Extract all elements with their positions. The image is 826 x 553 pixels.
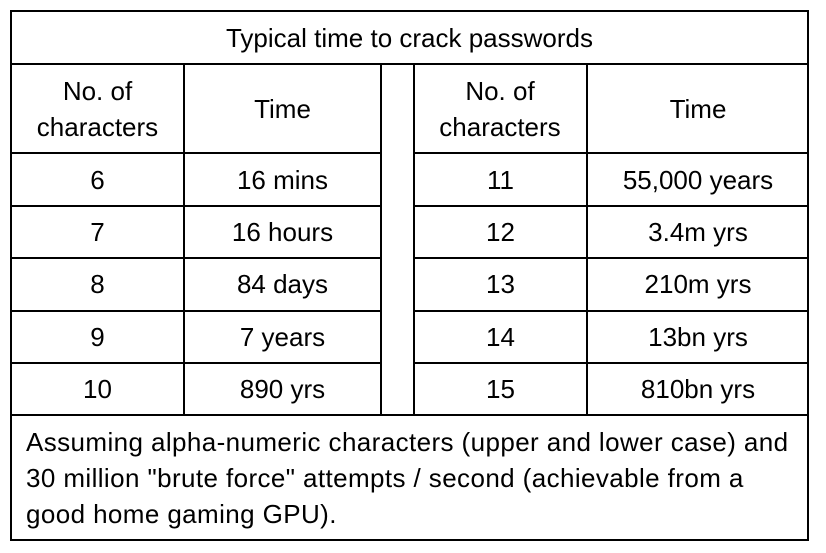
time-cell: 3.4m yrs [648,217,748,247]
time-cell: 13bn yrs [648,322,748,352]
footnote: Assuming alpha-numeric characters (upper… [26,427,789,529]
time-cell: 84 days [236,269,329,299]
chars-cell: 14 [486,322,515,352]
chars-cell: 13 [486,269,515,299]
time-cell: 16 hours [231,217,334,247]
divider [10,63,809,65]
divider [10,362,382,364]
time-cell: 890 yrs [239,374,326,404]
chars-cell: 7 [90,217,105,247]
time-cell: 55,000 years [622,165,774,195]
chars-cell: 11 [487,165,514,195]
header-chars-left: No. of characters [36,75,159,142]
divider [183,63,185,415]
divider [586,63,588,415]
chars-cell: 9 [90,322,105,352]
time-cell: 810bn yrs [640,374,756,404]
divider [10,205,382,207]
chars-cell: 8 [90,269,105,299]
divider [380,63,382,415]
time-cell: 210m yrs [644,269,752,299]
divider [413,257,809,259]
time-cell: 16 mins [236,165,329,195]
header-chars-right: No. of characters [439,75,561,142]
divider [413,63,415,415]
chars-cell: 12 [486,217,515,247]
divider [10,414,809,416]
divider [413,310,809,312]
time-cell: 7 years [239,322,326,352]
header-time-left: Time [254,93,311,124]
chars-cell: 15 [486,374,515,404]
divider [10,152,382,154]
divider [10,310,382,312]
header-time-right: Time [669,93,727,124]
chars-cell: 10 [83,374,112,404]
divider [10,257,382,259]
divider [413,205,809,207]
divider [413,152,809,154]
divider [413,362,809,364]
table-title: Typical time to crack passwords [225,23,593,53]
chars-cell: 6 [90,165,105,195]
password-table [10,10,809,541]
